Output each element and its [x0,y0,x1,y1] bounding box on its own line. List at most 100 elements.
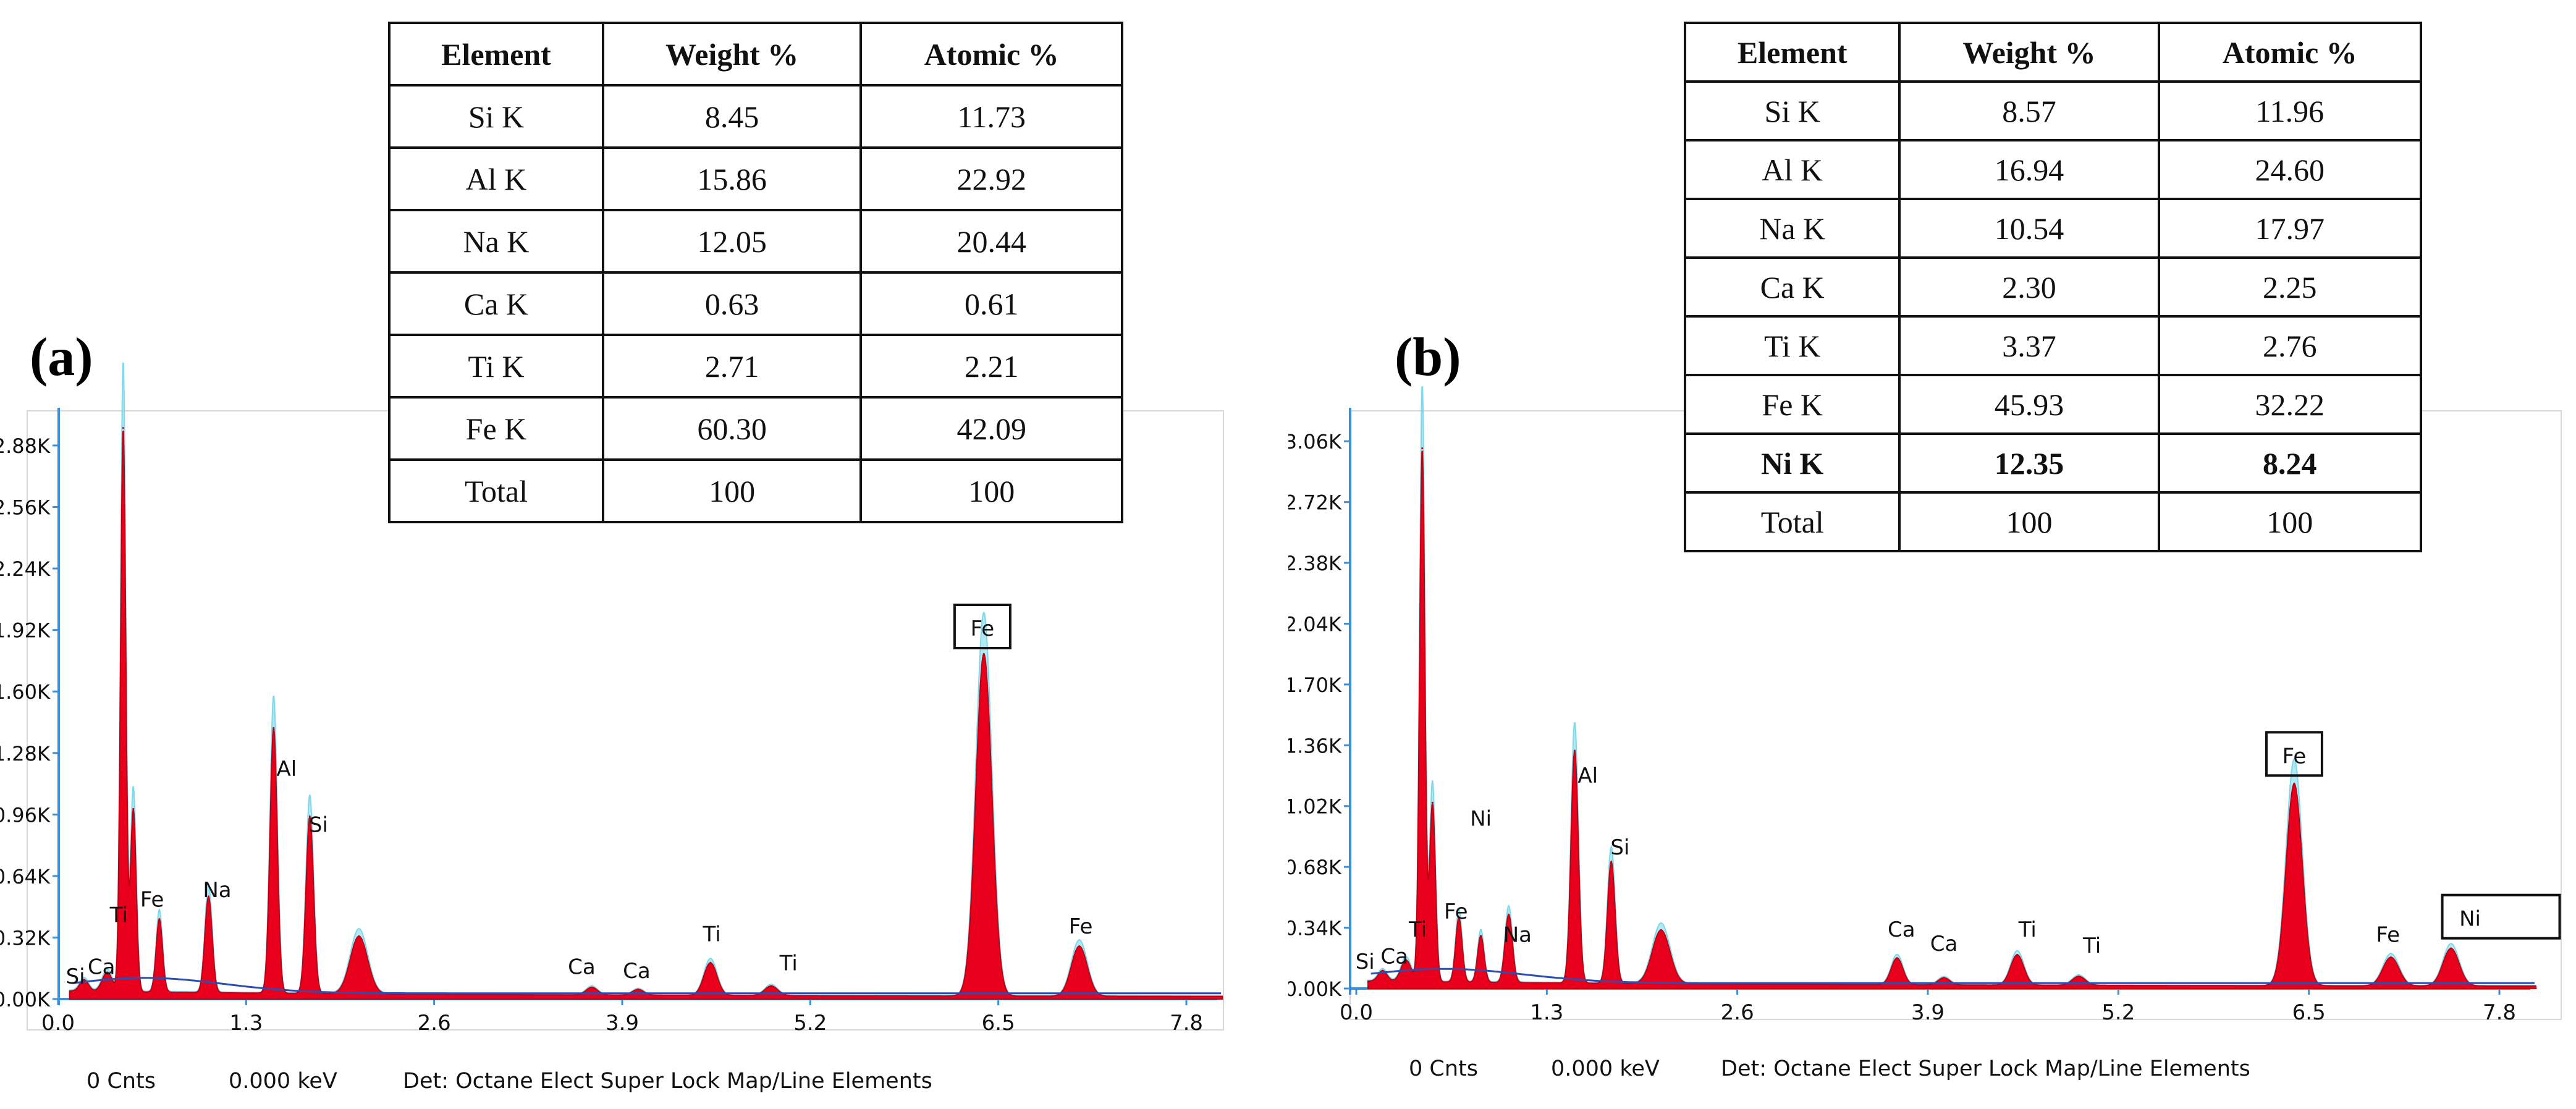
table-row: Na K 12.05 20.44 [388,209,1123,274]
x-tick-label: 3.9 [1911,1000,1945,1025]
table-header-row: Element Weight % Atomic % [1683,22,2423,83]
table-cell-element: Ca K [388,271,604,336]
table-cell-element: Na K [388,209,604,274]
spectrum-peak [132,808,135,810]
peak-label: Ca [568,955,596,980]
table-cell-weight: 3.37 [1898,315,2160,376]
spectrum-peak [1431,801,1434,804]
peak-label-text: Ti [1408,917,1427,942]
spectrum-peak [637,988,640,990]
peak-label-text: Fe [2376,923,2400,948]
table-row: Si K 8.45 11.73 [388,84,1123,149]
spectrum-peak [2293,782,2295,785]
table-cell-weight: 100 [601,458,863,523]
peak-label: Ca [1888,917,1915,942]
y-tick-label: 0.34K [1288,917,1342,940]
table-cell-weight: 2.71 [601,334,863,398]
spectrum-peak [83,979,85,981]
table-cell-weight: 8.57 [1898,80,2160,141]
x-tick-label: 5.2 [2101,1000,2135,1025]
y-tick-label: 2.24K [0,557,51,581]
spectrum-peak [2450,947,2452,950]
panel-label-b: (b) [1395,327,1461,387]
table-cell-weight: 0.63 [601,271,863,336]
table-cell-weight: 60.30 [601,396,863,461]
table-cell-atomic: 0.61 [859,271,1123,336]
table-row: Ca K 0.63 0.61 [388,271,1123,336]
table-cell-atomic: 8.24 [2157,432,2423,494]
x-tick-label: 0.0 [1340,1000,1373,1025]
background-trace [72,977,1222,995]
peak-label-text: Na [203,878,231,903]
composition-table-b: Element Weight % Atomic % Si K 8.57 11.96 Al K… [1683,22,2423,552]
table-cell-weight: 12.05 [601,209,863,274]
peak-label-boxed: Fe [2265,731,2323,777]
peak-label-text: Si [1610,835,1629,860]
spectrum-peak [709,961,712,964]
peak-label-text: Ni [1470,807,1492,832]
peak-label-box [953,604,1011,649]
peak-label-text: Fe [1069,914,1093,939]
peak-label-text: Fe [971,617,995,641]
table-header-cell: Weight % [601,22,863,86]
peak-label-box [2441,893,2561,940]
table-cell-element: Fe K [1683,374,1901,435]
spectrum-peak [1421,447,1424,450]
spectrum-chart-b: 0.00K 0.34K 0.68K 1.02K 1.36K 1.70K 2.04K 2.38K… [1288,386,2562,1025]
table-row: Ti K 3.37 2.76 [1683,315,2423,376]
table-cell-atomic: 24.60 [2157,139,2423,200]
table-cell-weight: 2.30 [1898,256,2160,318]
peak-label-text: Al [1577,764,1598,788]
table-cell-element: Ti K [388,334,604,398]
peak-label-text: Ti [2018,917,2037,942]
peak-label-text: Ti [703,922,721,947]
spectrum-chart-a: 0.00K 0.32K 0.64K 0.96K 1.28K 1.60K 1.92K 2.24K… [0,362,1224,1035]
table-header-row: Element Weight % Atomic % [388,22,1123,86]
x-tick-label: 1.3 [1530,1000,1563,1025]
x-tick-label: 2.6 [1721,1000,1754,1025]
y-tick-label: 1.92K [0,619,51,643]
footer-kev-a: 0.000 keV [229,1069,337,1094]
table-header-cell: Weight % [1898,22,2160,83]
spectrum-peak [158,918,161,921]
table-cell-element: Al K [1683,139,1901,200]
peak-label-boxed: Fe [953,604,1011,649]
y-tick-label: 0.00K [0,988,51,1011]
y-tick-label: 1.60K [0,680,51,704]
table-cell-atomic: 20.44 [859,209,1123,274]
table-header-cell: Atomic % [2157,22,2423,83]
peak-label-text: Ca [623,959,651,984]
spectrum-peak [1508,913,1510,916]
peak-label-text: Fe [140,888,164,913]
peak-label: Na [203,878,231,903]
table-cell-weight: 45.93 [1898,374,2160,435]
y-tick-label: 2.72K [1288,491,1342,515]
peak-label: Al [1577,764,1598,788]
peak-label-text: Fe [2283,744,2307,769]
table-row: Total 100 100 [1683,491,2423,552]
peak-label: Ti [109,903,128,928]
table-cell-element: Na K [1683,198,1901,259]
peak-label: Ca [1380,944,1408,969]
peak-label: Fe [140,888,164,913]
y-tick-label: 1.02K [1288,795,1342,819]
table-cell-atomic: 17.97 [2157,198,2423,259]
spectrum-peak [1480,935,1482,937]
spectrum-peak [272,727,275,729]
table-row: Si K 8.57 11.96 [1683,80,2423,141]
peak-label: Si [1610,835,1629,860]
table-cell-weight: 12.35 [1898,432,2160,494]
y-tick-label: 2.88K [0,434,51,458]
peak-label: Ti [779,951,798,976]
table-cell-element: Al K [388,146,604,211]
x-tick-label: 0.0 [41,1011,75,1035]
peak-label: Al [277,757,297,782]
table-cell-atomic: 2.21 [859,334,1123,398]
table-header-cell: Element [388,22,604,86]
x-tick-label: 2.6 [418,1011,451,1035]
peak-label-text: Na [1503,923,1532,948]
table-row: Al K 16.94 24.60 [1683,139,2423,200]
footer-detector-b: Det: Octane Elect Super Lock Map/Line El… [1721,1056,2250,1081]
table-row: Fe K 60.30 42.09 [388,396,1123,461]
spectrum-peak [2016,953,2019,956]
